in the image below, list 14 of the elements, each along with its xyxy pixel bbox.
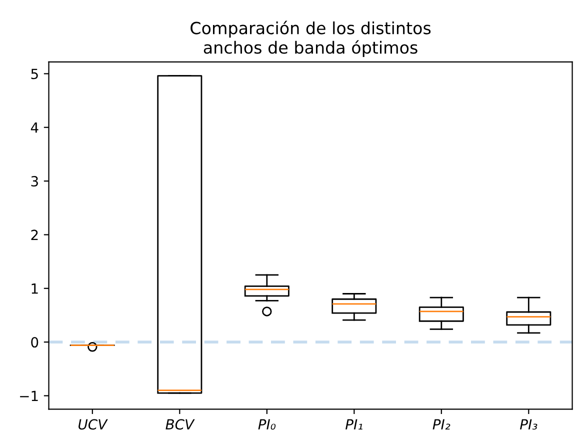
x-tick-label: PI₀ [258, 419, 276, 430]
y-tick-label: −1 [20, 390, 38, 402]
y-tick-label: 3 [31, 176, 38, 187]
y-tick-label: 4 [30, 122, 38, 133]
chart-title: Comparación de los distintos anchos de banda óptimos [190, 20, 431, 58]
x-tick-label: BCV [166, 419, 195, 430]
y-tick-label: 5 [31, 68, 38, 80]
y-tick-label: 1 [32, 284, 38, 294]
x-tick-label: PI₂ [432, 419, 450, 430]
y-tick-label: 0 [31, 337, 38, 348]
x-tick-label: PI₃ [520, 419, 538, 430]
x-tick-label: UCV [78, 419, 108, 430]
y-tick-label: 2 [31, 230, 38, 240]
x-tick-label: PI₁ [346, 419, 362, 430]
